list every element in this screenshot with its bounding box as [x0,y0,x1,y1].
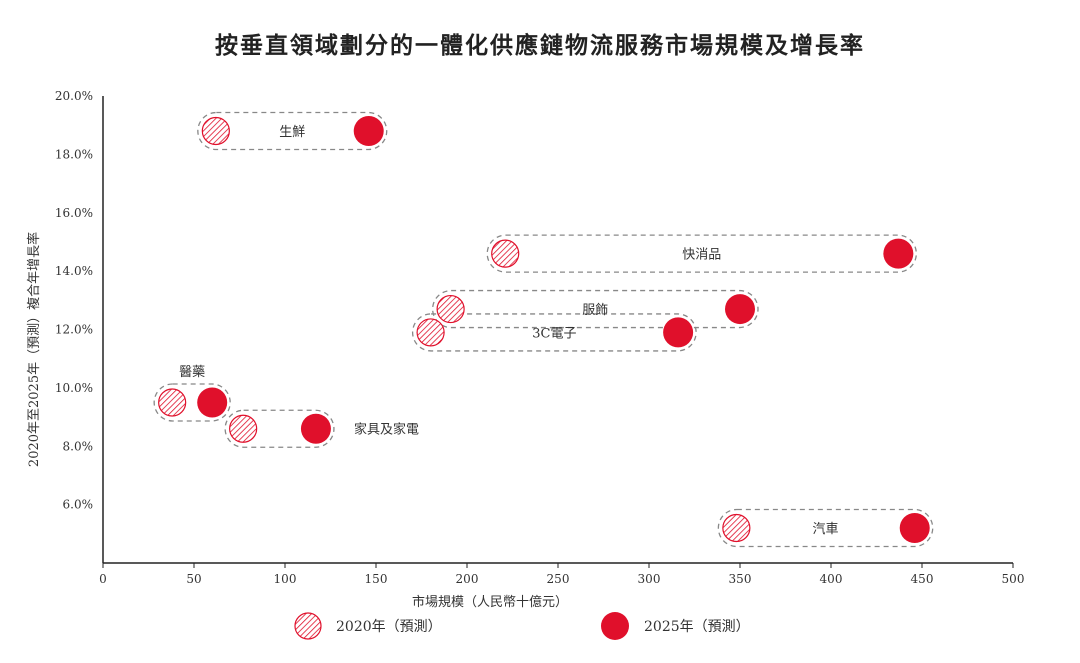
x-tick-label: 250 [547,572,570,586]
x-tick-label: 0 [99,572,107,586]
range-band [717,508,934,548]
category-label: 生鮮 [279,125,305,140]
y-tick-label: 12.0% [55,323,93,337]
point-2025 [899,512,930,543]
range-band [431,289,759,329]
x-tick-label: 300 [638,572,661,586]
point-2020 [491,239,520,268]
point-2020 [416,318,445,347]
axes: 0 50 100 150 200 250 300 350 400 450 500 6.0% 8.0% 10… [55,89,1025,586]
point-2025 [300,413,331,444]
legend-label-2025: 2025年（預測） [644,619,750,635]
x-tick-label: 50 [186,572,201,586]
x-tick-label: 100 [274,572,297,586]
category-label: 快消品 [682,248,721,263]
y-tick-label: 6.0% [63,498,94,512]
legend-item-2020: 2020年（預測） [292,608,442,644]
category-label: 汽車 [813,522,839,537]
x-tick-label: 200 [456,572,479,586]
y-tick-label: 14.0% [55,264,93,278]
y-axis-label: 2020年至2025年（預測）複合年增長率 [26,232,42,467]
category-label: 家具及家電 [354,422,419,438]
y-tick-label: 20.0% [55,89,93,103]
category-label: 服飾 [582,303,608,318]
x-tick-label: 400 [820,572,843,586]
range-bands [153,111,934,548]
point-2020 [158,388,187,417]
point-2020 [436,294,465,324]
category-label: 3C電子 [532,326,576,341]
point-2025 [883,238,914,269]
y-tick-label: 16.0% [55,206,93,220]
range-band [197,111,388,151]
point-2020 [722,513,751,543]
legend-label-2020: 2020年（預測） [336,619,442,635]
y-tick-label: 18.0% [55,147,93,161]
y-tick-label: 10.0% [55,381,93,395]
point-2025 [725,294,755,325]
legend-item-2025: 2025年（預測） [598,608,750,644]
legend-solid-marker [601,612,629,640]
range-band [411,313,697,352]
point-2020 [201,116,230,146]
x-tick-label: 350 [729,572,752,586]
point-2020 [229,414,258,443]
chart-title: 按垂直領域劃分的一體化供應鏈物流服務市場規模及增長率 [215,33,865,59]
category-label: 醫藥 [179,365,205,380]
point-2025 [197,387,228,418]
point-2025 [353,116,384,147]
scatter-chart: 0 50 100 150 200 250 300 350 400 450 500 6.0% 8.0% 10… [26,89,1025,610]
x-tick-label: 450 [911,572,934,586]
x-tick-label: 150 [365,572,388,586]
x-tick-label: 500 [1002,572,1025,586]
range-band [224,409,335,448]
range-band [153,383,231,422]
y-tick-label: 8.0% [63,439,94,453]
x-axis-label: 市場規模（人民幣十億元） [412,594,568,610]
data-points [158,116,930,543]
point-2025 [663,317,694,348]
legend-hatched-marker [294,612,322,640]
